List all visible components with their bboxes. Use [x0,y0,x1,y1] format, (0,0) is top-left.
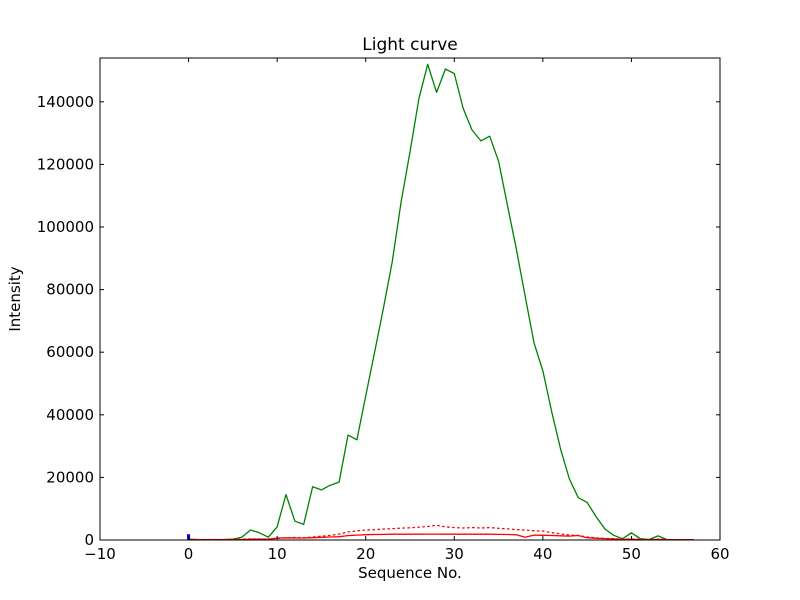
y-tick-label: 0 [84,531,94,549]
y-tick-label: 60000 [46,343,94,361]
red-solid-line [188,533,694,541]
x-tick-label: 20 [356,545,375,563]
x-tick-label: 40 [533,545,552,563]
y-tick-label: 20000 [46,468,94,486]
x-tick-label: −10 [84,545,116,563]
x-tick-label: 10 [268,545,287,563]
y-axis-label: Intensity [6,266,24,331]
y-tick-label: 80000 [46,281,94,299]
x-tick-label: 60 [710,545,729,563]
y-tick-label: 140000 [37,93,94,111]
chart-title: Light curve [362,35,457,55]
y-tick-label: 40000 [46,406,94,424]
plot-area [100,58,720,540]
axes-frame [99,57,721,541]
green-solid-line [188,63,694,541]
x-tick-label: 30 [445,545,464,563]
x-tick-label: 50 [622,545,641,563]
y-tick-label: 120000 [37,155,94,173]
y-tick-label: 100000 [37,218,94,236]
plot-render-root: −10 0 10 20 30 40 50 60020000400006000080000100… [37,57,730,563]
x-tick-label: 0 [184,545,194,563]
x-axis-label: Sequence No. [358,564,462,582]
